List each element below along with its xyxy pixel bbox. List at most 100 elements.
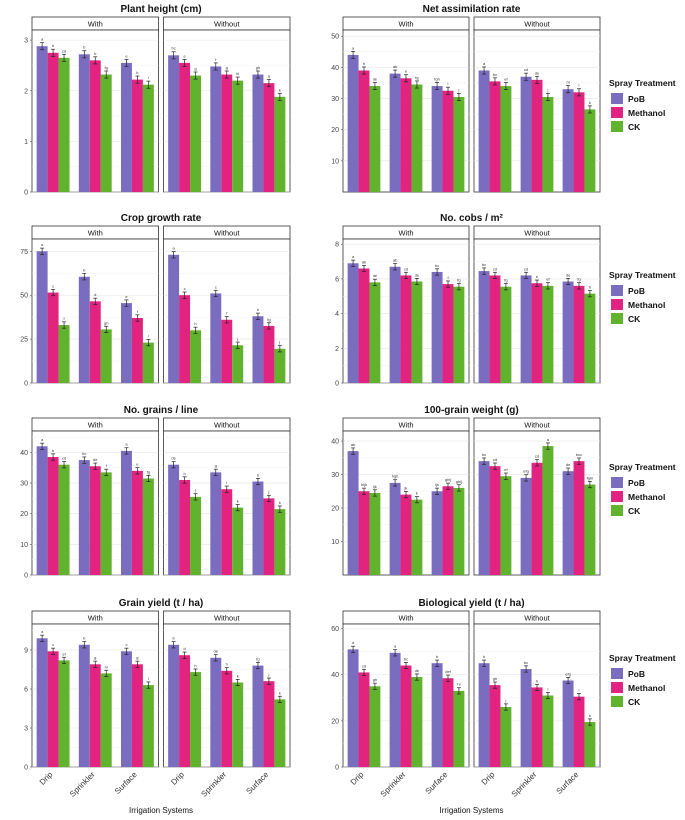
bar-surface-methanol[interactable] [573, 92, 585, 192]
bar-surface-methanol[interactable] [131, 79, 143, 192]
legend-swatch-pob[interactable] [611, 668, 623, 679]
bar-drip-pob[interactable] [478, 663, 490, 767]
bar-sprinkler-pob[interactable] [389, 482, 401, 575]
bar-sprinkler-ck[interactable] [100, 472, 112, 575]
bar-drip-pob[interactable] [347, 649, 359, 767]
bar-surface-pob[interactable] [562, 471, 574, 575]
bar-surface-ck[interactable] [274, 96, 286, 192]
bar-drip-methanol[interactable] [179, 480, 191, 575]
bar-sprinkler-methanol[interactable] [221, 74, 233, 192]
bar-sprinkler-ck[interactable] [232, 80, 244, 192]
bar-drip-methanol[interactable] [47, 457, 59, 575]
legend-swatch-pob[interactable] [611, 93, 623, 104]
bar-surface-methanol[interactable] [131, 664, 143, 767]
bar-sprinkler-ck[interactable] [100, 329, 112, 383]
bar-surface-methanol[interactable] [131, 318, 143, 383]
bar-sprinkler-pob[interactable] [78, 54, 90, 192]
bar-sprinkler-methanol[interactable] [531, 687, 543, 767]
bar-surface-methanol[interactable] [573, 696, 585, 767]
bar-surface-methanol[interactable] [263, 83, 275, 192]
bar-drip-methanol[interactable] [358, 70, 370, 193]
bar-drip-pob[interactable] [36, 251, 48, 383]
bar-surface-methanol[interactable] [131, 470, 143, 575]
bar-drip-ck[interactable] [58, 325, 70, 383]
bar-surface-pob[interactable] [120, 450, 132, 575]
bar-sprinkler-methanol[interactable] [531, 283, 543, 383]
bar-sprinkler-methanol[interactable] [531, 462, 543, 575]
bar-drip-ck[interactable] [500, 476, 512, 575]
bar-drip-ck[interactable] [369, 492, 381, 575]
bar-drip-ck[interactable] [190, 496, 202, 575]
bar-surface-ck[interactable] [142, 342, 154, 383]
bar-surface-ck[interactable] [142, 478, 154, 575]
bar-drip-ck[interactable] [190, 672, 202, 767]
bar-surface-ck[interactable] [274, 509, 286, 575]
bar-sprinkler-ck[interactable] [232, 682, 244, 768]
bar-surface-ck[interactable] [584, 722, 596, 767]
bar-drip-ck[interactable] [500, 286, 512, 383]
bar-surface-methanol[interactable] [442, 678, 454, 767]
bar-sprinkler-methanol[interactable] [89, 301, 101, 383]
bar-sprinkler-pob[interactable] [389, 652, 401, 767]
bar-sprinkler-pob[interactable] [78, 460, 90, 575]
bar-sprinkler-methanol[interactable] [221, 319, 233, 383]
bar-drip-methanol[interactable] [489, 466, 501, 575]
bar-drip-methanol[interactable] [358, 491, 370, 575]
bar-surface-methanol[interactable] [442, 284, 454, 383]
bar-drip-pob[interactable] [168, 55, 180, 192]
bar-drip-pob[interactable] [168, 464, 180, 575]
bar-surface-methanol[interactable] [263, 325, 275, 383]
bar-sprinkler-pob[interactable] [210, 657, 222, 767]
legend-swatch-methanol[interactable] [611, 107, 623, 118]
bar-sprinkler-pob[interactable] [389, 266, 401, 383]
bar-drip-methanol[interactable] [358, 268, 370, 383]
bar-drip-pob[interactable] [168, 644, 180, 767]
bar-surface-pob[interactable] [431, 491, 443, 575]
bar-sprinkler-pob[interactable] [210, 293, 222, 383]
bar-surface-pob[interactable] [431, 86, 443, 192]
bar-sprinkler-ck[interactable] [411, 677, 423, 767]
bar-surface-methanol[interactable] [442, 90, 454, 192]
bar-sprinkler-methanol[interactable] [89, 466, 101, 575]
legend-swatch-pob[interactable] [611, 477, 623, 488]
bar-drip-pob[interactable] [347, 263, 359, 383]
bar-surface-pob[interactable] [431, 663, 443, 767]
legend-swatch-ck[interactable] [611, 505, 623, 516]
bar-drip-methanol[interactable] [358, 672, 370, 767]
bar-surface-ck[interactable] [453, 286, 465, 383]
bar-drip-pob[interactable] [168, 254, 180, 383]
bar-surface-ck[interactable] [584, 293, 596, 383]
bar-drip-pob[interactable] [36, 638, 48, 767]
bar-drip-ck[interactable] [369, 686, 381, 767]
bar-surface-pob[interactable] [252, 316, 264, 383]
bar-drip-pob[interactable] [36, 446, 48, 575]
bar-sprinkler-pob[interactable] [210, 472, 222, 575]
bar-sprinkler-pob[interactable] [520, 477, 532, 575]
bar-sprinkler-pob[interactable] [520, 668, 532, 767]
bar-drip-methanol[interactable] [489, 685, 501, 767]
bar-sprinkler-pob[interactable] [210, 66, 222, 192]
bar-sprinkler-ck[interactable] [542, 285, 554, 383]
bar-drip-methanol[interactable] [179, 62, 191, 192]
bar-drip-methanol[interactable] [47, 52, 59, 192]
bar-surface-ck[interactable] [453, 487, 465, 575]
bar-drip-methanol[interactable] [47, 651, 59, 767]
bar-sprinkler-methanol[interactable] [221, 489, 233, 575]
bar-sprinkler-ck[interactable] [542, 96, 554, 192]
bar-drip-pob[interactable] [478, 461, 490, 575]
bar-surface-pob[interactable] [120, 651, 132, 767]
bar-drip-ck[interactable] [190, 330, 202, 383]
bar-surface-pob[interactable] [431, 271, 443, 383]
bar-surface-methanol[interactable] [263, 498, 275, 575]
bar-surface-ck[interactable] [453, 96, 465, 192]
bar-drip-pob[interactable] [347, 54, 359, 192]
bar-sprinkler-methanol[interactable] [89, 664, 101, 767]
bar-sprinkler-ck[interactable] [100, 74, 112, 192]
bar-sprinkler-methanol[interactable] [400, 275, 412, 383]
bar-surface-ck[interactable] [584, 109, 596, 192]
legend-swatch-methanol[interactable] [611, 682, 623, 693]
legend-swatch-methanol[interactable] [611, 491, 623, 502]
bar-surface-ck[interactable] [274, 699, 286, 767]
bar-sprinkler-methanol[interactable] [89, 60, 101, 192]
bar-drip-methanol[interactable] [489, 81, 501, 192]
